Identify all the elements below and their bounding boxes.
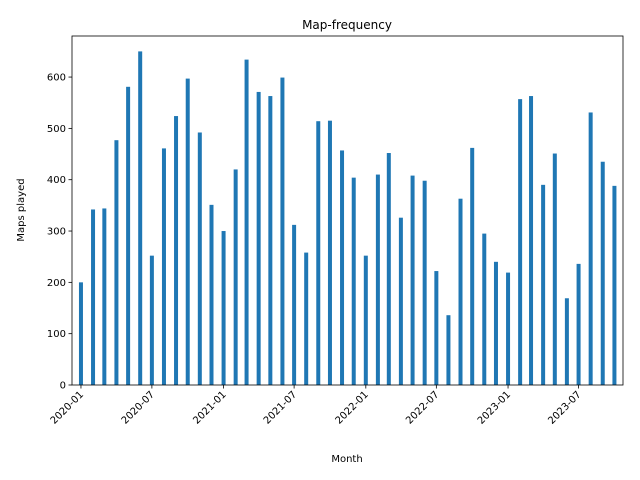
- bar-2022-09: [458, 198, 463, 385]
- bar-2022-12: [493, 261, 498, 385]
- bar-2022-06: [422, 180, 427, 385]
- bar-2022-10: [470, 147, 475, 385]
- bar-2021-03: [244, 59, 249, 386]
- bar-2022-03: [386, 153, 391, 385]
- y-tick-label: 500: [47, 124, 66, 135]
- y-tick-label: 400: [47, 175, 66, 186]
- bar-2021-01: [221, 231, 226, 385]
- bar-2023-07: [576, 263, 581, 385]
- y-tick-label: 300: [47, 227, 66, 238]
- bar-2020-03: [102, 208, 107, 385]
- bar-2020-07: [149, 255, 154, 385]
- bar-2021-09: [316, 121, 321, 385]
- bar-2020-01: [78, 282, 83, 385]
- bar-2021-02: [233, 169, 238, 385]
- y-tick-label: 0: [60, 381, 66, 392]
- bar-2021-05: [268, 96, 273, 386]
- bar-2020-10: [185, 78, 190, 385]
- y-tick-label: 200: [47, 278, 66, 289]
- bar-2023-03: [529, 96, 534, 386]
- bar-2022-05: [410, 175, 415, 385]
- bar-2020-12: [209, 204, 214, 385]
- bar-2023-10: [612, 185, 617, 385]
- bar-2021-12: [351, 177, 356, 385]
- bar-2020-09: [174, 116, 179, 385]
- bars-group: [78, 51, 617, 386]
- bar-2022-01: [363, 255, 368, 385]
- bar-2020-06: [138, 51, 143, 386]
- bar-2023-04: [541, 184, 546, 385]
- y-axis-ticks: 0 100 200 300 400 500 600: [47, 73, 72, 392]
- bar-2021-11: [340, 150, 345, 385]
- bar-2022-04: [398, 217, 403, 385]
- y-tick-label: 600: [47, 73, 66, 84]
- bar-2020-05: [126, 86, 131, 385]
- bar-2023-05: [552, 153, 557, 385]
- bar-2023-08: [588, 112, 593, 385]
- chart-title: Map-frequency: [302, 18, 392, 32]
- bar-2022-07: [434, 271, 439, 385]
- bar-2022-02: [375, 174, 380, 385]
- bar-2021-04: [256, 91, 261, 385]
- bar-2020-02: [91, 209, 96, 385]
- x-axis-label: Month: [331, 454, 362, 465]
- bar-2021-10: [327, 120, 332, 386]
- y-axis-label: Maps played: [16, 178, 27, 241]
- bar-2021-07: [292, 224, 297, 385]
- bar-2022-11: [482, 233, 487, 385]
- bar-2022-08: [446, 315, 451, 385]
- bar-2021-06: [280, 77, 285, 385]
- y-tick-label: 100: [47, 329, 66, 340]
- bar-2023-01: [506, 272, 511, 385]
- bar-2023-06: [564, 298, 569, 385]
- bar-2020-04: [114, 140, 119, 385]
- plot-frame: [71, 35, 624, 386]
- bar-2023-02: [518, 99, 523, 385]
- bar-2023-09: [600, 161, 605, 385]
- bar-2020-08: [161, 148, 166, 385]
- bar-2020-11: [197, 132, 202, 385]
- bar-2021-08: [304, 252, 309, 385]
